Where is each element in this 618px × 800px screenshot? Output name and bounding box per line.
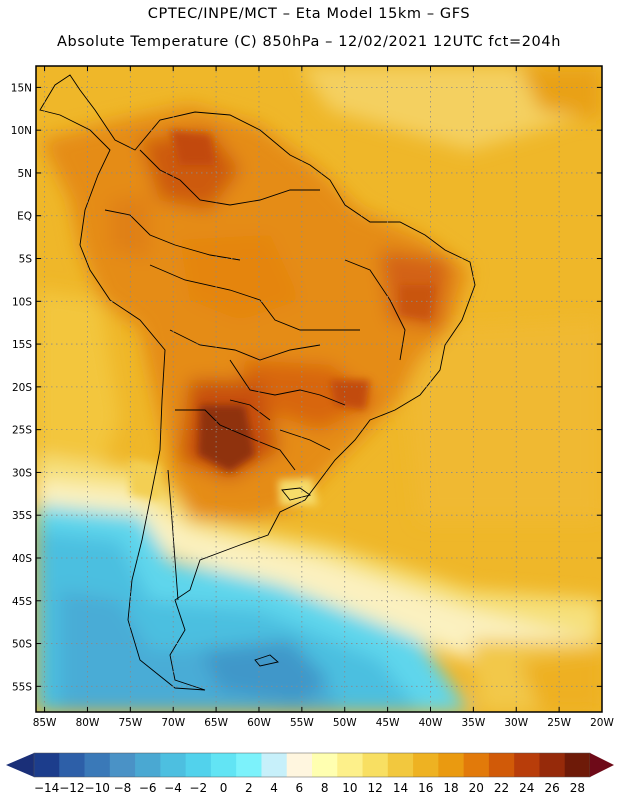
colorbar-cell bbox=[34, 753, 60, 777]
colorbar-label: −10 bbox=[85, 781, 110, 795]
lat-label: 35S bbox=[12, 510, 32, 522]
colorbar-label: 16 bbox=[418, 781, 433, 795]
colorbar-cell bbox=[362, 753, 389, 777]
coastlines bbox=[39, 74, 476, 691]
colorbar-label: 0 bbox=[220, 781, 228, 795]
colorbar-cell bbox=[514, 753, 540, 777]
lon-label: 65W bbox=[204, 717, 228, 729]
longitude-labels: 85W 80W 75W 70W 65W 60W 55W 50W 45W 40W 35W 30W 25W 2… bbox=[33, 717, 615, 729]
lat-label: 50S bbox=[12, 639, 32, 651]
colorbar-cell bbox=[59, 753, 85, 777]
lon-label: 70W bbox=[161, 717, 185, 729]
colorbar-label: 26 bbox=[544, 781, 559, 795]
colorbar-cells bbox=[33, 752, 591, 778]
lon-label: 80W bbox=[76, 717, 100, 729]
colorbar-cell bbox=[210, 753, 237, 777]
colorbar-label: −4 bbox=[164, 781, 182, 795]
colorbar-cell bbox=[413, 753, 439, 777]
colorbar-labels: −14 −12 −10 −8 −6 −4 −2 0 2 4 6 8 10 12 14 16 18 20 22 24 26… bbox=[34, 781, 585, 795]
colorbar-cell bbox=[463, 753, 490, 777]
colorbar-label: −8 bbox=[114, 781, 132, 795]
lat-label: 5N bbox=[17, 168, 32, 180]
lon-label: 25W bbox=[547, 717, 571, 729]
colorbar-cell bbox=[109, 753, 136, 777]
lon-label: 30W bbox=[504, 717, 528, 729]
lon-label: 40W bbox=[419, 717, 443, 729]
temperature-colorbar: −14 −12 −10 −8 −6 −4 −2 0 2 4 6 8 10 12 14 16 18 20 22 24 26… bbox=[6, 752, 614, 795]
map-frame bbox=[35, 65, 603, 713]
colorbar-label: 22 bbox=[494, 781, 509, 795]
lat-label: 20S bbox=[12, 382, 32, 394]
lat-label: 40S bbox=[12, 553, 32, 565]
lon-label: 85W bbox=[33, 717, 57, 729]
lat-label: 45S bbox=[12, 596, 32, 608]
lat-label: 5S bbox=[19, 254, 33, 266]
lon-label: 75W bbox=[118, 717, 142, 729]
colorbar-cell bbox=[286, 753, 313, 777]
colorbar-cell bbox=[312, 753, 338, 777]
colorbar-label: 6 bbox=[296, 781, 304, 795]
axis-ticks bbox=[36, 66, 603, 712]
lat-label: EQ bbox=[17, 211, 32, 223]
colorbar-label: 10 bbox=[342, 781, 357, 795]
colorbar-cell bbox=[539, 753, 566, 777]
lat-label: 10S bbox=[12, 296, 32, 308]
map-svg: 15N 10N 5N EQ 5S 10S 15S 20S 25S 30S 35S 40S 45S 50S 5… bbox=[11, 65, 615, 729]
lat-label: 30S bbox=[12, 467, 32, 479]
colorbar-label: −2 bbox=[189, 781, 207, 795]
colorbar-label: 12 bbox=[368, 781, 383, 795]
colorbar-label: 8 bbox=[321, 781, 329, 795]
colorbar-cell bbox=[236, 753, 262, 777]
colorbar-overflow-arrow bbox=[590, 753, 614, 777]
lon-label: 20W bbox=[590, 717, 614, 729]
colorbar-cell bbox=[488, 753, 515, 777]
colorbar-cell bbox=[564, 753, 591, 777]
colorbar-cell bbox=[135, 753, 161, 777]
title-line-1: CPTEC/INPE/MCT – Eta Model 15km – GFS bbox=[147, 6, 471, 22]
colorbar-underflow-arrow bbox=[6, 753, 34, 777]
colorbar-label: 28 bbox=[570, 781, 585, 795]
colorbar-cell bbox=[438, 753, 465, 777]
colorbar-label: 14 bbox=[393, 781, 408, 795]
colorbar-label: −12 bbox=[59, 781, 84, 795]
lon-label: 35W bbox=[461, 717, 485, 729]
colorbar-cell bbox=[261, 753, 288, 777]
colorbar-cell bbox=[185, 753, 212, 777]
colorbar-label: 20 bbox=[469, 781, 484, 795]
lat-label: 15N bbox=[11, 82, 32, 94]
lat-label: 55S bbox=[12, 681, 32, 693]
colorbar-label: 24 bbox=[519, 781, 534, 795]
colorbar-label: −14 bbox=[34, 781, 59, 795]
temperature-field bbox=[36, 66, 602, 712]
colorbar-label: 18 bbox=[443, 781, 458, 795]
colorbar-label: 4 bbox=[270, 781, 278, 795]
colorbar-cell bbox=[84, 753, 111, 777]
colorbar-label: 2 bbox=[245, 781, 253, 795]
title-line-2: Absolute Temperature (C) 850hPa – 12/02/… bbox=[57, 34, 561, 50]
lat-label: 15S bbox=[12, 339, 32, 351]
lon-label: 55W bbox=[290, 717, 314, 729]
lon-label: 45W bbox=[376, 717, 400, 729]
latitude-labels: 15N 10N 5N EQ 5S 10S 15S 20S 25S 30S 35S 40S 45S 50S 5… bbox=[11, 82, 33, 693]
lat-label: 10N bbox=[11, 125, 32, 137]
colorbar-label: −6 bbox=[139, 781, 157, 795]
lat-label: 25S bbox=[12, 425, 32, 437]
colorbar-cell bbox=[337, 753, 363, 777]
colorbar-cell bbox=[387, 753, 414, 777]
lon-label: 50W bbox=[333, 717, 357, 729]
lon-label: 60W bbox=[247, 717, 271, 729]
colorbar-cell bbox=[160, 753, 187, 777]
